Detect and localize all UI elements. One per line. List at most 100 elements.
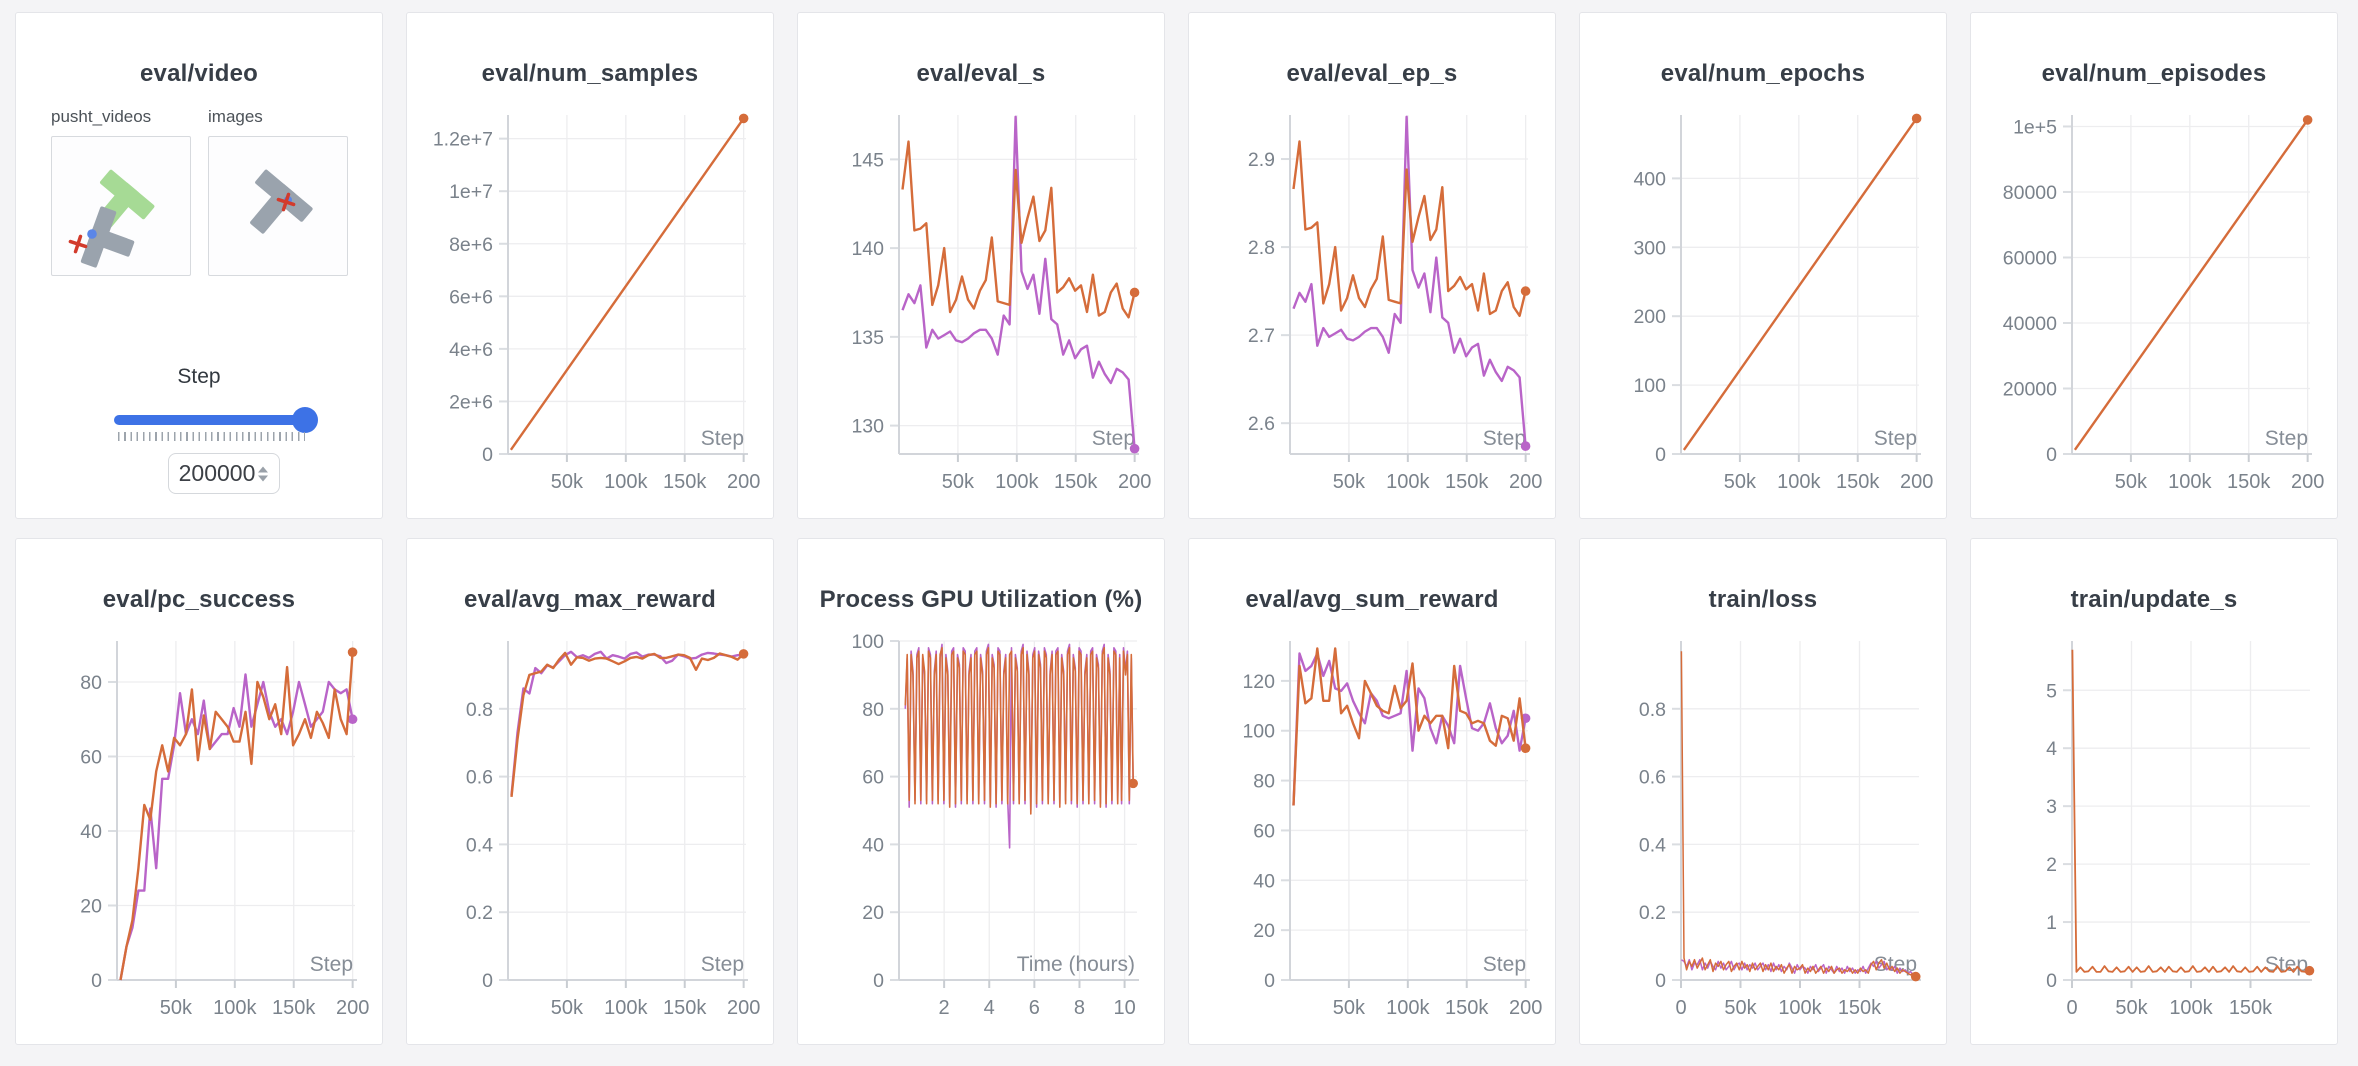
svg-text:Time (hours): Time (hours) <box>1017 953 1135 976</box>
chart-title: eval/num_episodes <box>2041 60 2267 87</box>
step-slider-track[interactable] <box>114 415 316 425</box>
media-key-label: pusht_videos <box>51 107 152 126</box>
stepper-arrows-icon[interactable] <box>258 466 268 481</box>
chart-title: train/loss <box>1708 586 1818 613</box>
svg-text:2.9: 2.9 <box>1248 149 1275 171</box>
svg-text:0: 0 <box>2066 997 2077 1019</box>
svg-text:200: 200 <box>1509 471 1542 493</box>
svg-text:80: 80 <box>1253 771 1275 793</box>
svg-text:20: 20 <box>80 895 102 917</box>
svg-text:1e+5: 1e+5 <box>2013 116 2057 138</box>
svg-text:200: 200 <box>1118 471 1151 493</box>
svg-text:80000: 80000 <box>2003 182 2057 204</box>
panel-eval-eval-ep-s: eval/eval_ep_s 2.6 2.7 2.8 2.9 50k 100k 150k 20… <box>1188 12 1556 519</box>
chart-plot[interactable]: 0 100 200 300 400 50k 100k 150k 200 Step <box>1580 101 1948 501</box>
chart-plot[interactable]: 0 20 40 60 80 100 120 50k 100k 150k 200 Step <box>1189 627 1557 1027</box>
svg-text:1.2e+7: 1.2e+7 <box>433 129 493 151</box>
svg-text:150k: 150k <box>1836 471 1880 493</box>
svg-text:0.6: 0.6 <box>1639 767 1666 789</box>
chart-title: eval/avg_max_reward <box>464 586 716 613</box>
svg-text:0.8: 0.8 <box>1639 699 1666 721</box>
svg-text:6e+6: 6e+6 <box>449 286 493 308</box>
svg-text:300: 300 <box>1633 237 1666 259</box>
svg-text:0: 0 <box>2046 444 2057 466</box>
svg-text:5: 5 <box>2046 680 2057 702</box>
svg-text:400: 400 <box>1633 168 1666 190</box>
svg-text:100: 100 <box>1633 375 1666 397</box>
step-value-input[interactable]: 200000 <box>168 453 280 494</box>
chart-plot[interactable]: 0 20000 40000 60000 80000 1e+5 50k 100k 150k 200 S… <box>1971 101 2339 501</box>
svg-text:40000: 40000 <box>2003 313 2057 335</box>
svg-text:60: 60 <box>862 767 884 789</box>
chart-plot[interactable]: 0 2e+6 4e+6 6e+6 8e+6 1e+7 1.2e+7 50k 100k 150k 20… <box>407 101 775 501</box>
svg-text:200: 200 <box>1633 306 1666 328</box>
svg-text:50k: 50k <box>160 997 193 1019</box>
panel-eval-num-epochs: eval/num_epochs 0 100 200 300 400 50k 100k 150k… <box>1579 12 1947 519</box>
pusht-scene-image <box>250 169 313 234</box>
svg-text:130: 130 <box>851 416 884 438</box>
panel-eval-avg-sum-reward: eval/avg_sum_reward 0 20 40 60 80 100 120 50k 10… <box>1188 538 1556 1045</box>
svg-text:0: 0 <box>1264 970 1275 992</box>
panel-eval-num-samples: eval/num_samples 0 2e+6 4e+6 6e+6 8e+6 1e+7 1.… <box>406 12 774 519</box>
svg-text:2e+6: 2e+6 <box>449 391 493 413</box>
svg-text:0: 0 <box>482 444 493 466</box>
svg-text:40: 40 <box>862 834 884 856</box>
svg-text:100k: 100k <box>1386 471 1430 493</box>
svg-text:50k: 50k <box>2115 471 2148 493</box>
svg-text:100k: 100k <box>1777 471 1821 493</box>
svg-text:50k: 50k <box>2115 997 2148 1019</box>
panel-eval-eval-s: eval/eval_s 130 135 140 145 50k 100k 150k 200 St… <box>797 12 1165 519</box>
svg-text:140: 140 <box>851 238 884 260</box>
svg-text:0.2: 0.2 <box>466 902 493 924</box>
svg-text:50k: 50k <box>1333 471 1366 493</box>
step-slider-thumb[interactable] <box>292 407 318 433</box>
pusht-scene-image <box>68 169 155 268</box>
svg-text:150k: 150k <box>2229 997 2273 1019</box>
svg-text:200: 200 <box>1509 997 1542 1019</box>
svg-text:200: 200 <box>1900 471 1933 493</box>
chart-plot[interactable]: 0 1 2 3 4 5 0 50k 100k 150k Step <box>1971 627 2339 1027</box>
svg-text:200: 200 <box>727 997 760 1019</box>
video-thumbnail-pusht[interactable] <box>51 136 191 276</box>
svg-text:20: 20 <box>1253 920 1275 942</box>
video-thumbnail-images[interactable] <box>208 136 348 276</box>
svg-text:200: 200 <box>2291 471 2324 493</box>
svg-text:20000: 20000 <box>2003 378 2057 400</box>
panel-train-loss: train/loss 0 0.2 0.4 0.6 0.8 0 50k 100k 150k Step <box>1579 538 1947 1045</box>
panel-grid: eval/video pusht_videos images <box>15 12 2338 1045</box>
chart-title: eval/pc_success <box>102 586 296 613</box>
svg-text:1: 1 <box>2046 912 2057 934</box>
svg-text:100k: 100k <box>2169 997 2213 1019</box>
svg-text:0.4: 0.4 <box>466 834 493 856</box>
svg-text:Step: Step <box>2265 427 2308 450</box>
svg-text:100k: 100k <box>1386 997 1430 1019</box>
chart-plot[interactable]: 2.6 2.7 2.8 2.9 50k 100k 150k 200 Step <box>1189 101 1557 501</box>
svg-text:6: 6 <box>1029 997 1040 1019</box>
chart-plot[interactable]: 0 20 40 60 80 50k 100k 150k 200 Step <box>16 627 384 1027</box>
chart-title: eval/num_samples <box>481 60 699 87</box>
svg-text:150k: 150k <box>1445 997 1489 1019</box>
svg-text:50k: 50k <box>942 471 975 493</box>
svg-text:Step: Step <box>1874 427 1917 450</box>
chart-plot[interactable]: 130 135 140 145 50k 100k 150k 200 Step <box>798 101 1166 501</box>
svg-text:150k: 150k <box>1445 471 1489 493</box>
svg-text:50k: 50k <box>1724 997 1757 1019</box>
svg-text:2.6: 2.6 <box>1248 413 1275 435</box>
svg-text:2.7: 2.7 <box>1248 325 1275 347</box>
chart-title: eval/num_epochs <box>1660 60 1866 87</box>
step-slider-ticks <box>118 432 305 441</box>
svg-text:100k: 100k <box>604 471 648 493</box>
svg-text:40: 40 <box>1253 870 1275 892</box>
chart-title: eval/eval_ep_s <box>1286 60 1458 87</box>
svg-text:0: 0 <box>91 970 102 992</box>
svg-text:60: 60 <box>80 746 102 768</box>
svg-text:60: 60 <box>1253 820 1275 842</box>
chart-plot[interactable]: 0 0.2 0.4 0.6 0.8 50k 100k 150k 200 Step <box>407 627 775 1027</box>
svg-text:3: 3 <box>2046 796 2057 818</box>
svg-text:40: 40 <box>80 821 102 843</box>
svg-text:0.8: 0.8 <box>466 699 493 721</box>
chart-plot[interactable]: 0 20 40 60 80 100 2 4 6 8 10 Time (hours) <box>798 627 1166 1027</box>
svg-text:100k: 100k <box>604 997 648 1019</box>
svg-text:150k: 150k <box>663 997 707 1019</box>
